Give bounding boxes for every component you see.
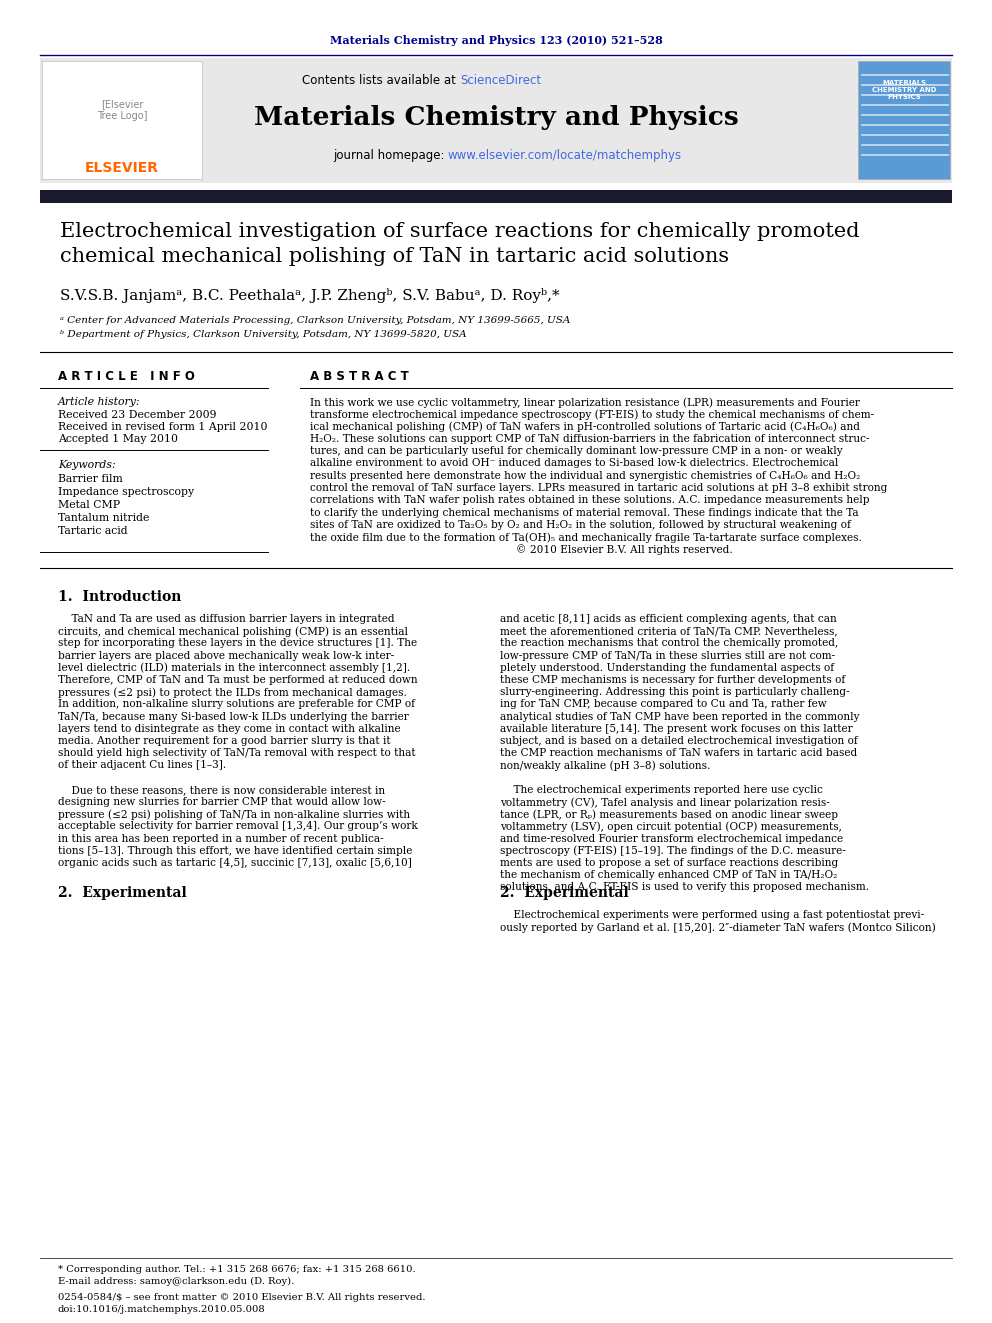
Text: ing for TaN CMP, because compared to Cu and Ta, rather few: ing for TaN CMP, because compared to Cu … <box>500 700 826 709</box>
Text: designing new slurries for barrier CMP that would allow low-: designing new slurries for barrier CMP t… <box>58 796 386 807</box>
Text: 1.  Introduction: 1. Introduction <box>58 590 182 605</box>
Text: * Corresponding author. Tel.: +1 315 268 6676; fax: +1 315 268 6610.: * Corresponding author. Tel.: +1 315 268… <box>58 1265 416 1274</box>
Text: solutions, and A.C. FT-EIS is used to verify this proposed mechanism.: solutions, and A.C. FT-EIS is used to ve… <box>500 882 869 893</box>
Text: acceptable selectivity for barrier removal [1,3,4]. Our group’s work: acceptable selectivity for barrier remov… <box>58 822 418 831</box>
Text: Impedance spectroscopy: Impedance spectroscopy <box>58 487 194 497</box>
Text: slurry-engineering. Addressing this point is particularly challeng-: slurry-engineering. Addressing this poin… <box>500 687 849 697</box>
Text: tures, and can be particularly useful for chemically dominant low-pressure CMP i: tures, and can be particularly useful fo… <box>310 446 842 456</box>
Text: Article history:: Article history: <box>58 397 141 407</box>
Text: Barrier film: Barrier film <box>58 474 123 484</box>
Text: Received in revised form 1 April 2010: Received in revised form 1 April 2010 <box>58 422 268 433</box>
Text: these CMP mechanisms is necessary for further developments of: these CMP mechanisms is necessary for fu… <box>500 675 845 685</box>
Text: ᵃ Center for Advanced Materials Processing, Clarkson University, Potsdam, NY 136: ᵃ Center for Advanced Materials Processi… <box>60 316 570 325</box>
Text: TaN and Ta are used as diffusion barrier layers in integrated: TaN and Ta are used as diffusion barrier… <box>58 614 395 624</box>
Text: alkaline environment to avoid OH⁻ induced damages to Si-based low-k dielectrics.: alkaline environment to avoid OH⁻ induce… <box>310 459 838 468</box>
Text: ical mechanical polishing (CMP) of TaN wafers in pH-controlled solutions of Tart: ical mechanical polishing (CMP) of TaN w… <box>310 422 860 433</box>
Text: MATERIALS
CHEMISTRY AND
PHYSICS: MATERIALS CHEMISTRY AND PHYSICS <box>872 79 936 101</box>
Text: control the removal of TaN surface layers. LPRs measured in tartaric acid soluti: control the removal of TaN surface layer… <box>310 483 888 493</box>
Text: layers tend to disintegrate as they come in contact with alkaline: layers tend to disintegrate as they come… <box>58 724 401 734</box>
Text: Materials Chemistry and Physics 123 (2010) 521–528: Materials Chemistry and Physics 123 (201… <box>329 34 663 45</box>
Text: ELSEVIER: ELSEVIER <box>85 161 159 175</box>
Text: Contents lists available at: Contents lists available at <box>303 74 460 86</box>
Text: Keywords:: Keywords: <box>58 460 116 470</box>
Text: ously reported by Garland et al. [15,20]. 2″-diameter TaN wafers (Montco Silicon: ously reported by Garland et al. [15,20]… <box>500 922 935 933</box>
Text: Accepted 1 May 2010: Accepted 1 May 2010 <box>58 434 178 445</box>
Text: Tartaric acid: Tartaric acid <box>58 527 128 536</box>
Bar <box>858 61 950 179</box>
Text: voltammetry (LSV), open circuit potential (OCP) measurements,: voltammetry (LSV), open circuit potentia… <box>500 822 842 832</box>
Text: in this area has been reported in a number of recent publica-: in this area has been reported in a numb… <box>58 833 384 844</box>
Text: H₂O₂. These solutions can support CMP of TaN diffusion-barriers in the fabricati: H₂O₂. These solutions can support CMP of… <box>310 434 870 445</box>
Text: ᵇ Department of Physics, Clarkson University, Potsdam, NY 13699-5820, USA: ᵇ Department of Physics, Clarkson Univer… <box>60 329 466 339</box>
Text: Received 23 December 2009: Received 23 December 2009 <box>58 410 216 419</box>
Text: S.V.S.B. Janjamᵃ, B.C. Peethalaᵃ, J.P. Zhengᵇ, S.V. Babuᵃ, D. Royᵇ,*: S.V.S.B. Janjamᵃ, B.C. Peethalaᵃ, J.P. Z… <box>60 288 559 303</box>
Text: Electrochemical investigation of surface reactions for chemically promoted
chemi: Electrochemical investigation of surface… <box>60 222 859 266</box>
Text: organic acids such as tartaric [4,5], succinic [7,13], oxalic [5,6,10]: organic acids such as tartaric [4,5], su… <box>58 859 412 868</box>
Text: doi:10.1016/j.matchemphys.2010.05.008: doi:10.1016/j.matchemphys.2010.05.008 <box>58 1304 266 1314</box>
Text: ScienceDirect: ScienceDirect <box>460 74 541 86</box>
Text: The electrochemical experiments reported here use cyclic: The electrochemical experiments reported… <box>500 785 823 795</box>
Text: www.elsevier.com/locate/matchemphys: www.elsevier.com/locate/matchemphys <box>448 148 682 161</box>
Text: low-pressure CMP of TaN/Ta in these slurries still are not com-: low-pressure CMP of TaN/Ta in these slur… <box>500 651 835 660</box>
Text: subject, and is based on a detailed electrochemical investigation of: subject, and is based on a detailed elec… <box>500 736 858 746</box>
Text: analytical studies of TaN CMP have been reported in the commonly: analytical studies of TaN CMP have been … <box>500 712 859 721</box>
Text: 2.  Experimental: 2. Experimental <box>500 886 629 900</box>
Text: tance (LPR, or Rₚ) measurements based on anodic linear sweep: tance (LPR, or Rₚ) measurements based on… <box>500 810 838 820</box>
Text: correlations with TaN wafer polish rates obtained in these solutions. A.C. imped: correlations with TaN wafer polish rates… <box>310 495 870 505</box>
Text: ments are used to propose a set of surface reactions describing: ments are used to propose a set of surfa… <box>500 859 838 868</box>
Text: to clarify the underlying chemical mechanisms of material removal. These finding: to clarify the underlying chemical mecha… <box>310 508 859 517</box>
Text: of their adjacent Cu lines [1–3].: of their adjacent Cu lines [1–3]. <box>58 761 226 770</box>
Text: Therefore, CMP of TaN and Ta must be performed at reduced down: Therefore, CMP of TaN and Ta must be per… <box>58 675 418 685</box>
Text: 2.  Experimental: 2. Experimental <box>58 886 186 900</box>
Text: transforme electrochemical impedance spectroscopy (FT-EIS) to study the chemical: transforme electrochemical impedance spe… <box>310 409 874 419</box>
Text: sites of TaN are oxidized to Ta₂O₅ by O₂ and H₂O₂ in the solution, followed by s: sites of TaN are oxidized to Ta₂O₅ by O₂… <box>310 520 851 531</box>
Text: TaN/Ta, because many Si-based low-k ILDs underlying the barrier: TaN/Ta, because many Si-based low-k ILDs… <box>58 712 409 721</box>
Text: 0254-0584/$ – see front matter © 2010 Elsevier B.V. All rights reserved.: 0254-0584/$ – see front matter © 2010 El… <box>58 1293 426 1302</box>
Text: the oxide film due to the formation of Ta(OH)₅ and mechanically fragile Ta-tarta: the oxide film due to the formation of T… <box>310 532 862 542</box>
Text: results presented here demonstrate how the individual and synergistic chemistrie: results presented here demonstrate how t… <box>310 471 860 480</box>
Text: and acetic [8,11] acids as efficient complexing agents, that can: and acetic [8,11] acids as efficient com… <box>500 614 836 624</box>
Bar <box>42 61 202 179</box>
Text: step for incorporating these layers in the device structures [1]. The: step for incorporating these layers in t… <box>58 639 417 648</box>
Bar <box>40 191 952 202</box>
Text: Tantalum nitride: Tantalum nitride <box>58 513 150 523</box>
Text: the mechanism of chemically enhanced CMP of TaN in TA/H₂O₂: the mechanism of chemically enhanced CMP… <box>500 871 837 880</box>
Text: In addition, non-alkaline slurry solutions are preferable for CMP of: In addition, non-alkaline slurry solutio… <box>58 700 415 709</box>
Text: © 2010 Elsevier B.V. All rights reserved.: © 2010 Elsevier B.V. All rights reserved… <box>310 545 733 556</box>
Text: A R T I C L E   I N F O: A R T I C L E I N F O <box>58 370 194 382</box>
Text: and time-resolved Fourier transform electrochemical impedance: and time-resolved Fourier transform elec… <box>500 833 843 844</box>
Text: tions [5–13]. Through this effort, we have identified certain simple: tions [5–13]. Through this effort, we ha… <box>58 845 413 856</box>
Text: circuits, and chemical mechanical polishing (CMP) is an essential: circuits, and chemical mechanical polish… <box>58 626 408 636</box>
Text: meet the aforementioned criteria of TaN/Ta CMP. Nevertheless,: meet the aforementioned criteria of TaN/… <box>500 626 837 636</box>
Text: pressures (≤2 psi) to protect the ILDs from mechanical damages.: pressures (≤2 psi) to protect the ILDs f… <box>58 687 407 697</box>
Text: Due to these reasons, there is now considerable interest in: Due to these reasons, there is now consi… <box>58 785 385 795</box>
Text: Electrochemical experiments were performed using a fast potentiostat previ-: Electrochemical experiments were perform… <box>500 910 925 919</box>
Text: the reaction mechanisms that control the chemically promoted,: the reaction mechanisms that control the… <box>500 639 838 648</box>
Text: Materials Chemistry and Physics: Materials Chemistry and Physics <box>254 106 738 131</box>
Text: spectroscopy (FT-EIS) [15–19]. The findings of the D.C. measure-: spectroscopy (FT-EIS) [15–19]. The findi… <box>500 845 846 856</box>
Text: In this work we use cyclic voltammetry, linear polarization resistance (LPR) mea: In this work we use cyclic voltammetry, … <box>310 397 860 407</box>
Text: [Elsevier
Tree Logo]: [Elsevier Tree Logo] <box>97 99 147 120</box>
Text: E-mail address: samoy@clarkson.edu (D. Roy).: E-mail address: samoy@clarkson.edu (D. R… <box>58 1277 295 1286</box>
Text: non/weakly alkaline (pH 3–8) solutions.: non/weakly alkaline (pH 3–8) solutions. <box>500 761 710 771</box>
Text: barrier layers are placed above mechanically weak low-k inter-: barrier layers are placed above mechanic… <box>58 651 394 660</box>
Text: journal homepage:: journal homepage: <box>332 148 448 161</box>
Text: available literature [5,14]. The present work focuses on this latter: available literature [5,14]. The present… <box>500 724 853 734</box>
Text: pressure (≤2 psi) polishing of TaN/Ta in non-alkaline slurries with: pressure (≤2 psi) polishing of TaN/Ta in… <box>58 810 410 820</box>
Text: A B S T R A C T: A B S T R A C T <box>310 370 409 382</box>
Text: level dielectric (ILD) materials in the interconnect assembly [1,2].: level dielectric (ILD) materials in the … <box>58 663 411 673</box>
Text: pletely understood. Understanding the fundamental aspects of: pletely understood. Understanding the fu… <box>500 663 834 673</box>
Bar <box>40 58 952 183</box>
Text: should yield high selectivity of TaN/Ta removal with respect to that: should yield high selectivity of TaN/Ta … <box>58 749 416 758</box>
Text: media. Another requirement for a good barrier slurry is that it: media. Another requirement for a good ba… <box>58 736 391 746</box>
Text: voltammetry (CV), Tafel analysis and linear polarization resis-: voltammetry (CV), Tafel analysis and lin… <box>500 796 829 807</box>
Text: the CMP reaction mechanisms of TaN wafers in tartaric acid based: the CMP reaction mechanisms of TaN wafer… <box>500 749 857 758</box>
Text: Metal CMP: Metal CMP <box>58 500 120 509</box>
